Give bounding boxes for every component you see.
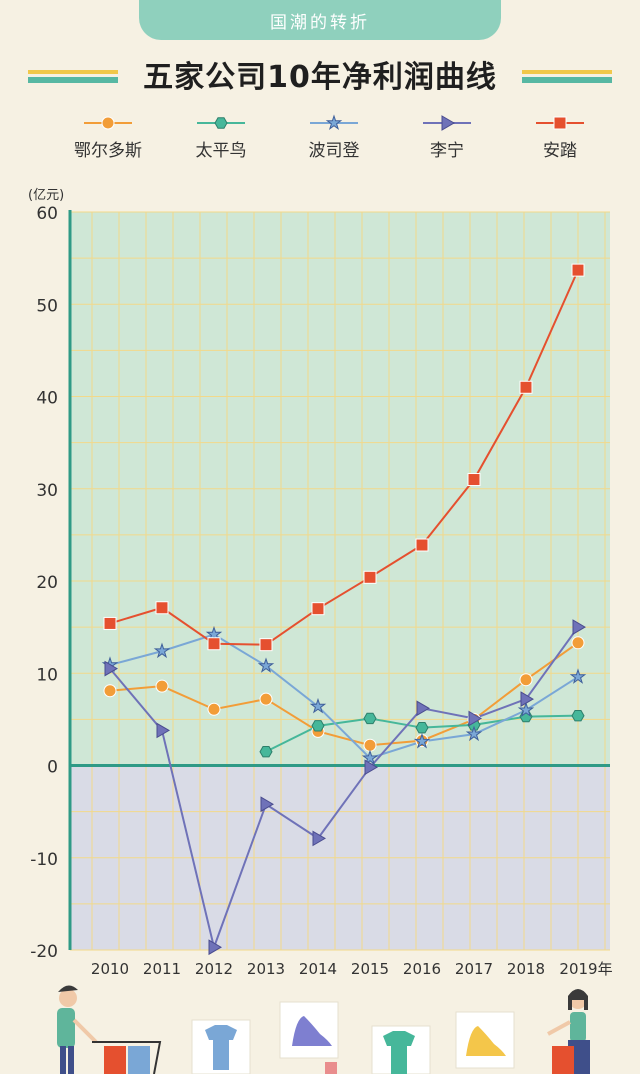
legend-marker-2: [325, 114, 343, 130]
x-tick-label: 2010: [91, 960, 129, 978]
data-point-4-8: [519, 380, 533, 394]
legend-marker-1: [214, 117, 228, 129]
data-point-4-5: [363, 570, 377, 584]
y-tick-label: 50: [36, 296, 58, 316]
data-point-1-9: [571, 710, 585, 722]
data-point-3-7: [468, 710, 482, 727]
x-tick-labels: 2010 2011 2012 2013 2014 2015 2016 2017 2018 2019…: [91, 960, 613, 978]
high-heel-card-icon: [279, 1001, 339, 1074]
y-tick-label: 10: [36, 665, 58, 685]
data-point-4-0: [103, 616, 117, 630]
series-line-0: [109, 641, 579, 747]
data-point-3-4: [312, 830, 326, 847]
data-point-2-2: [205, 625, 223, 642]
title-decoration-left: [28, 70, 118, 84]
data-point-0-9: [571, 636, 585, 650]
x-tick-label: 2017: [455, 960, 493, 978]
data-point-3-6: [416, 700, 430, 717]
shirt-card-icon: [371, 1025, 431, 1074]
data-point-4-6: [415, 538, 429, 552]
x-tick-label: 2016: [403, 960, 441, 978]
y-tick-label: 30: [36, 481, 58, 501]
legend-label-lining: 李宁: [430, 141, 464, 161]
series-line-2: [109, 633, 579, 760]
series-line-4: [109, 269, 579, 646]
y-axis-unit: (亿元): [28, 188, 64, 203]
legend-marker-3: [441, 115, 455, 131]
data-point-1-5: [363, 712, 377, 725]
legend-label-bosideng: 波司登: [308, 141, 360, 161]
data-point-2-4: [309, 697, 327, 714]
grid-lines: [70, 211, 610, 951]
legend-marker-0: [101, 116, 115, 130]
axes: [68, 210, 610, 950]
data-point-3-1: [156, 722, 170, 739]
series-markers: [101, 263, 587, 956]
data-point-2-1: [153, 642, 171, 659]
data-point-1-3: [259, 746, 273, 758]
y-tick-label: -20: [30, 942, 58, 962]
data-point-4-1: [155, 601, 169, 615]
data-point-3-9: [572, 619, 586, 635]
chart-title: 五家公司10年净利润曲线: [143, 60, 497, 95]
data-point-4-3: [259, 638, 273, 652]
data-point-0-0: [103, 684, 117, 698]
x-tick-label: 2014: [299, 960, 337, 978]
x-tick-label: 2012: [195, 960, 233, 978]
legend-label-peacebird: 太平鸟: [195, 141, 247, 161]
data-point-4-9: [571, 263, 585, 277]
data-point-1-6: [415, 722, 429, 734]
data-point-0-5: [363, 738, 377, 752]
data-point-2-6: [413, 732, 431, 749]
data-point-0-3: [259, 692, 273, 706]
data-point-3-0: [104, 660, 118, 677]
data-point-3-2: [208, 939, 222, 956]
y-tick-label: 20: [36, 573, 58, 593]
data-point-2-7: [465, 725, 483, 742]
data-point-4-2: [207, 637, 221, 651]
legend-label-anta: 安踏: [543, 141, 577, 161]
data-point-2-8: [517, 701, 535, 718]
series-line-3: [109, 626, 579, 951]
y-tick-label: -10: [30, 850, 58, 870]
x-tick-label: 2019年: [559, 960, 612, 978]
data-point-3-5: [364, 759, 378, 776]
data-point-3-8: [520, 691, 534, 707]
data-point-2-9: [569, 668, 587, 684]
shopper-illustration-left: [57, 985, 162, 1074]
y-tick-label: 0: [47, 758, 58, 778]
data-point-2-3: [257, 657, 275, 673]
legend: [84, 114, 584, 131]
legend-marker-4: [553, 116, 567, 130]
data-point-0-2: [207, 702, 221, 716]
x-tick-label: 2018: [507, 960, 545, 978]
x-tick-label: 2011: [143, 960, 181, 978]
shopper-illustration-right: [547, 989, 590, 1074]
x-tick-label: 2013: [247, 960, 285, 978]
data-point-4-4: [311, 602, 325, 616]
y-tick-label: 40: [36, 389, 58, 409]
tshirt-card-icon: [191, 1019, 251, 1074]
data-point-1-4: [311, 720, 325, 732]
legend-label-erdos: 鄂尔多斯: [74, 141, 142, 161]
data-point-4-7: [467, 473, 481, 487]
section-banner: 国潮的转折: [139, 0, 501, 40]
data-point-3-3: [260, 796, 274, 813]
x-tick-label: 2015: [351, 960, 389, 978]
y-tick-label: 60: [36, 204, 58, 224]
yellow-heel-card-icon: [455, 1011, 515, 1069]
y-tick-labels: 60 50 40 30 20 10 0 -10 -20: [30, 204, 58, 962]
data-point-0-1: [155, 679, 169, 693]
data-point-0-8: [519, 673, 533, 687]
data-point-2-5: [361, 749, 379, 766]
title-decoration-right: [522, 70, 612, 84]
